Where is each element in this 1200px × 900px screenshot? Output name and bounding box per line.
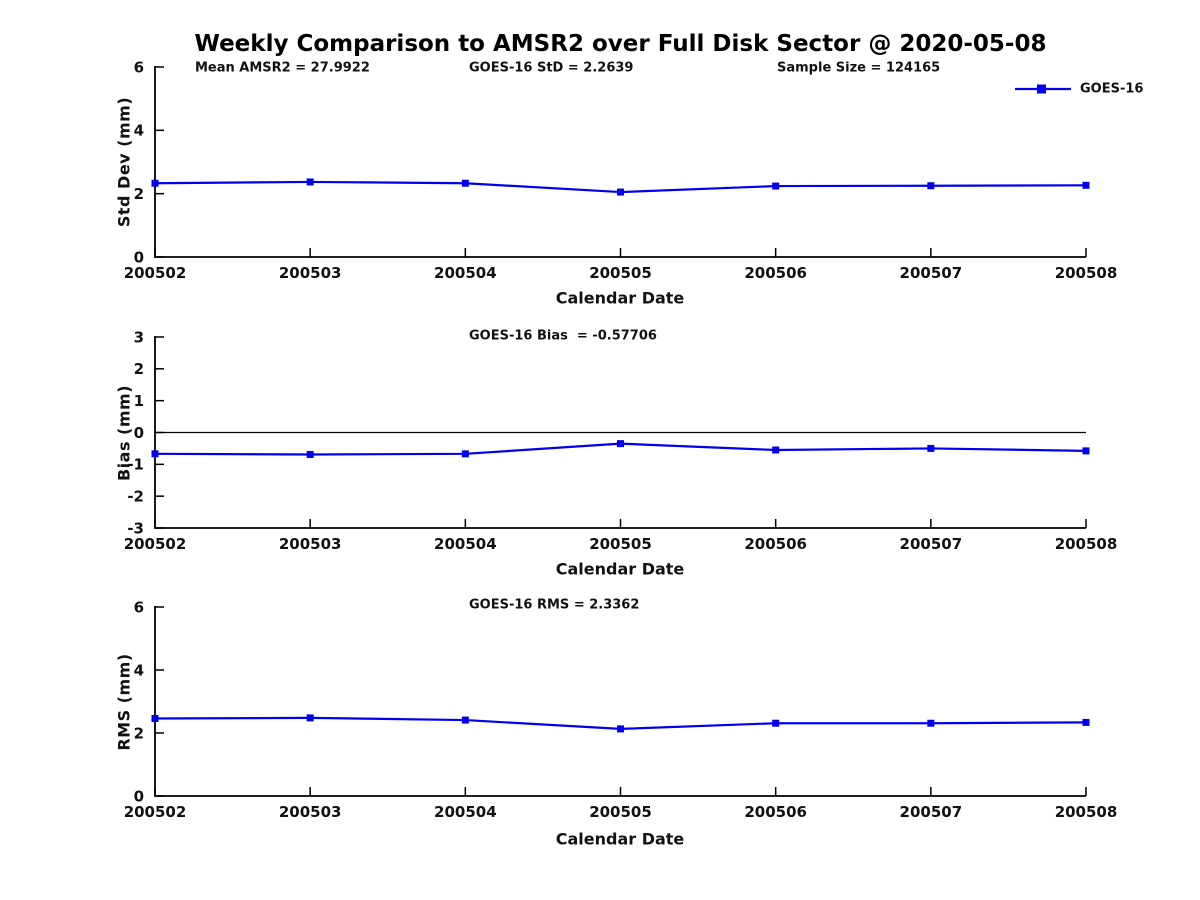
x-tick-label: 200505 xyxy=(589,264,652,282)
ylabel-bias: Bias (mm) xyxy=(114,384,134,482)
x-tick-label: 200506 xyxy=(744,803,807,821)
data-point-marker xyxy=(151,450,159,458)
data-point-marker xyxy=(461,179,469,187)
ylabel-stddev: Std Dev (mm) xyxy=(114,96,134,228)
bias-subplot: -3 -2 -1 0 1 2 3 200502 200503 200504 200505 200506… xyxy=(124,328,1118,553)
data-point-marker xyxy=(1082,718,1090,726)
x-tick-label: 200505 xyxy=(589,535,652,553)
data-point-marker xyxy=(927,182,935,190)
x-tick-label: 200507 xyxy=(900,264,963,282)
y-tick-label: 0 xyxy=(134,248,144,266)
rms-subplot: 0 2 4 6 200502 200503 200504 200505 200506 200507… xyxy=(124,598,1118,821)
y-tick-label: 0 xyxy=(134,787,144,805)
data-point-marker xyxy=(617,725,624,733)
y-tick-label: 2 xyxy=(134,360,144,378)
y-tick-label: 4 xyxy=(134,122,144,140)
stddev-subplot: 0 2 4 6 200502 200503 200504 200505 200506 200507… xyxy=(124,58,1118,282)
data-point-marker xyxy=(1082,181,1090,189)
y-tick-label: 2 xyxy=(134,724,144,742)
x-tick-label: 200508 xyxy=(1055,264,1118,282)
data-point-marker xyxy=(772,182,780,190)
x-tick-label: 200502 xyxy=(124,803,187,821)
data-point-marker xyxy=(461,716,469,724)
x-tick-label: 200502 xyxy=(124,264,187,282)
data-point-marker xyxy=(927,444,935,452)
x-tick-label: 200503 xyxy=(279,535,342,553)
legend-line-sample-icon xyxy=(1015,84,1071,94)
y-tick-label: 6 xyxy=(134,598,144,616)
x-tick-label: 200504 xyxy=(434,535,497,553)
x-tick-label: 200502 xyxy=(124,535,187,553)
annotation-goes16-rms: GOES-16 RMS = 2.3362 xyxy=(469,597,640,613)
data-point-marker xyxy=(617,440,624,448)
annotation-goes16-std: GOES-16 StD = 2.2639 xyxy=(469,60,634,76)
y-tick-label: 0 xyxy=(134,424,144,442)
data-point-marker xyxy=(617,188,624,196)
x-tick-label: 200506 xyxy=(744,535,807,553)
y-tick-label: 2 xyxy=(134,185,144,203)
xlabel-stddev: Calendar Date xyxy=(555,288,685,308)
x-tick-label: 200504 xyxy=(434,803,497,821)
x-tick-label: 200505 xyxy=(589,803,652,821)
ylabel-rms: RMS (mm) xyxy=(114,653,134,751)
y-tick-label: 3 xyxy=(134,328,144,346)
xlabel-rms: Calendar Date xyxy=(555,829,685,849)
x-tick-label: 200507 xyxy=(900,803,963,821)
figure-title: Weekly Comparison to AMSR2 over Full Dis… xyxy=(194,31,1047,57)
x-tick-label: 200503 xyxy=(279,264,342,282)
x-tick-label: 200508 xyxy=(1055,535,1118,553)
legend-marker-icon xyxy=(1037,84,1046,94)
data-point-marker xyxy=(151,715,159,723)
x-tick-label: 200507 xyxy=(900,535,963,553)
data-point-marker xyxy=(461,450,469,458)
y-tick-label: -3 xyxy=(127,519,144,537)
x-tick-label: 200506 xyxy=(744,264,807,282)
data-point-marker xyxy=(927,719,935,727)
legend: GOES-16 xyxy=(1014,82,1143,97)
annotation-goes16-bias: GOES-16 Bias = -0.57706 xyxy=(469,328,657,344)
y-tick-label: 4 xyxy=(134,661,144,679)
data-point-marker xyxy=(151,179,159,187)
annotation-mean-amsr2: Mean AMSR2 = 27.9922 xyxy=(195,60,370,76)
data-point-marker xyxy=(772,719,780,727)
x-tick-label: 200504 xyxy=(434,264,497,282)
y-tick-label: 6 xyxy=(134,58,144,76)
data-point-marker xyxy=(1082,447,1090,455)
legend-label: GOES-16 xyxy=(1080,81,1144,97)
y-tick-label: -1 xyxy=(127,456,144,474)
data-point-marker xyxy=(306,178,314,186)
y-tick-label: -2 xyxy=(127,487,144,505)
xlabel-bias: Calendar Date xyxy=(555,559,685,579)
data-point-marker xyxy=(772,446,780,454)
data-point-marker xyxy=(306,714,314,722)
y-tick-label: 1 xyxy=(134,392,144,410)
data-point-marker xyxy=(306,450,314,458)
annotation-sample-size: Sample Size = 124165 xyxy=(777,60,941,76)
x-tick-label: 200503 xyxy=(279,803,342,821)
x-tick-label: 200508 xyxy=(1055,803,1118,821)
